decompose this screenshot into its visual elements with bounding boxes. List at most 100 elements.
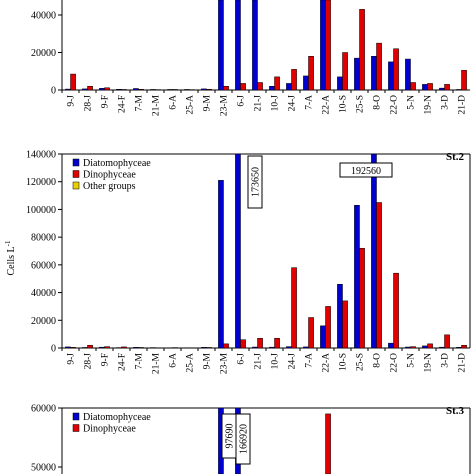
bar-dinophyceae — [223, 86, 229, 91]
bar-dinophyceae — [393, 48, 399, 91]
x-tick-label: 23-M — [220, 352, 230, 374]
bar-dinophyceae — [291, 69, 297, 91]
bar-dinophyceae — [223, 343, 229, 349]
bar-diatomophyceae — [286, 346, 292, 349]
bar-dinophyceae — [359, 9, 365, 91]
bar-diatomophyceae — [371, 153, 377, 349]
bar-diatomophyceae — [337, 76, 343, 91]
bar-diatomophyceae — [405, 346, 411, 349]
bar-diatomophyceae — [439, 87, 445, 91]
bar-diatomophyceae — [354, 205, 360, 349]
bar-dinophyceae — [376, 202, 382, 349]
bar-dinophyceae — [257, 82, 263, 91]
bar-diatomophyceae — [303, 75, 309, 91]
y-tick-label: 20000 — [31, 48, 56, 59]
bar-dinophyceae — [138, 347, 144, 349]
x-tick-label: 21-J — [254, 353, 264, 370]
bar-diatomophyceae — [235, 0, 241, 91]
legend-item: Dinophyceae — [83, 424, 136, 435]
x-tick-label: 22-A — [322, 95, 332, 115]
x-tick-label: 10-S — [339, 95, 349, 113]
x-tick-label: 3-D — [441, 95, 451, 110]
bar-dinophyceae — [308, 56, 314, 91]
x-tick-label: 25-A — [186, 95, 196, 115]
x-tick-label: 8-O — [373, 353, 383, 368]
x-tick-label: 21-M — [152, 94, 162, 116]
x-tick-label: 19-N — [424, 353, 434, 373]
y-tick-label: 80000 — [31, 233, 56, 244]
bar-diatomophyceae — [405, 58, 411, 91]
bar-dinophyceae — [87, 86, 93, 91]
y-tick-label: 0 — [51, 86, 56, 97]
bar-dinophyceae — [461, 344, 467, 349]
bar-dinophyceae — [274, 338, 280, 349]
y-tick-label: 60000 — [31, 404, 56, 415]
x-tick-label: 10-J — [271, 95, 281, 112]
bar-dinophyceae — [393, 272, 399, 349]
bar-dinophyceae — [274, 76, 280, 91]
y-tick-label: 120000 — [26, 177, 56, 188]
bar-diatomophyceae — [456, 89, 462, 91]
x-tick-label: 28-J — [84, 353, 94, 370]
bar-dinophyceae — [87, 344, 93, 349]
x-tick-label: 10-J — [271, 353, 281, 370]
x-tick-label: 24-J — [288, 353, 298, 370]
y-tick-label: 40000 — [31, 288, 56, 299]
bar-diatomophyceae — [150, 89, 156, 91]
legend-swatch — [72, 181, 80, 190]
bar-diatomophyceae — [388, 342, 394, 349]
x-tick-label: 21-M — [152, 352, 162, 374]
bar-dinophyceae — [104, 346, 110, 349]
bar-dinophyceae — [444, 84, 450, 91]
bar-dinophyceae — [427, 83, 433, 91]
x-tick-label: 9-F — [101, 95, 111, 108]
bar-diatomophyceae — [235, 153, 241, 349]
bar-dinophyceae — [206, 347, 212, 349]
station-label: St.2 — [446, 151, 465, 163]
y-tick-label: 40000 — [31, 11, 56, 22]
value-annotation: 192560 — [351, 166, 381, 177]
x-tick-label: 7-A — [305, 95, 315, 110]
bar-diatomophyceae — [337, 284, 343, 349]
x-tick-label: 28-J — [84, 95, 94, 112]
bar-diatomophyceae — [184, 89, 190, 91]
value-annotation: 97690 — [225, 424, 236, 449]
bar-dinophyceae — [70, 347, 76, 349]
bar-dinophyceae — [410, 346, 416, 349]
x-tick-label: 21-J — [254, 95, 264, 112]
x-tick-label: 19-N — [424, 95, 434, 115]
x-tick-label: 5-N — [407, 353, 417, 368]
x-tick-label: 25-S — [356, 95, 366, 113]
x-tick-label: 24-F — [118, 353, 128, 371]
bar-diatomophyceae — [354, 57, 360, 91]
x-tick-label: 7-A — [305, 353, 315, 368]
bar-dinophyceae — [325, 413, 331, 474]
panel-st2: St.2 Cells L-1 0 20000 40000 60000 80000 1000… — [4, 150, 471, 374]
x-tick-label: 6-A — [169, 353, 179, 368]
bar-dinophyceae — [70, 73, 76, 91]
bar-dinophyceae — [291, 267, 297, 349]
bar-diatomophyceae — [320, 325, 326, 349]
bar-diatomophyceae — [371, 56, 377, 91]
legend-item: Other groups — [83, 181, 136, 192]
legend-item: Dinophyceae — [83, 170, 136, 181]
value-annotation: 173650 — [251, 167, 262, 197]
bar-diatomophyceae — [269, 346, 275, 349]
x-tick-label: 25-S — [356, 353, 366, 371]
bar-diatomophyceae — [439, 346, 445, 349]
value-annotation-box — [247, 155, 263, 209]
x-tick-label: 8-O — [373, 95, 383, 110]
bar-diatomophyceae — [99, 88, 105, 91]
x-tick-label: 10-S — [339, 353, 349, 371]
bar-diatomophyceae — [82, 347, 88, 349]
bar-diatomophyceae — [82, 88, 88, 91]
bar-dinophyceae — [206, 89, 212, 91]
y-tick-label: 100000 — [26, 205, 56, 216]
bar-dinophyceae — [240, 339, 246, 349]
bar-diatomophyceae — [218, 0, 224, 91]
x-tick-label: 6-A — [169, 95, 179, 110]
bar-dinophyceae — [257, 338, 263, 349]
bar-diatomophyceae — [65, 346, 71, 349]
x-tick-label: 21-D — [458, 95, 468, 115]
